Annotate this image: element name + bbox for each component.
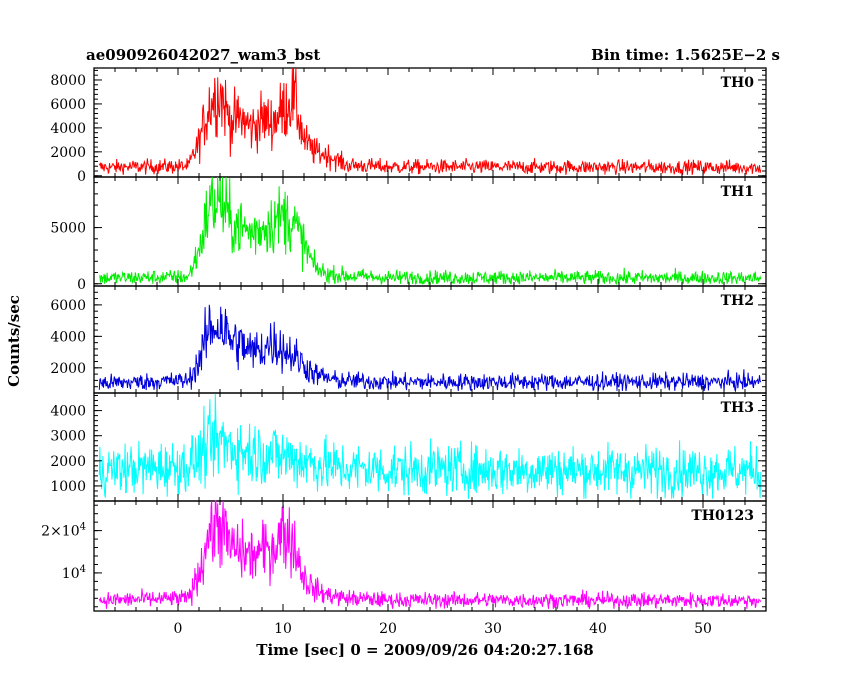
series-line-th2 <box>98 304 762 393</box>
panel-name-label: TH1 <box>721 184 754 200</box>
y-tick-label: 5000 <box>50 221 86 237</box>
y-tick-label: 2000 <box>50 361 86 377</box>
panel-name-label: TH0 <box>721 75 755 91</box>
x-tick-label: 20 <box>379 621 397 637</box>
panel-stack: 0 2000 4000 6000 8000 TH0 0 5000 TH1 2000 4000 6000… <box>41 67 767 637</box>
x-tick-label: 0 <box>174 621 183 637</box>
plot-title: ae090926042027_wam3_bst <box>86 46 320 64</box>
x-axis-label: Time [sec] 0 = 2009/09/26 04:20:27.168 <box>256 641 593 659</box>
x-tick-label: 40 <box>589 621 607 637</box>
y-tick-label: 104 <box>62 564 86 582</box>
panel-frame <box>93 67 767 178</box>
y-axis-label: Counts/sec <box>5 295 23 387</box>
y-tick-label: 2×104 <box>41 522 86 540</box>
series-line-th0 <box>98 67 762 175</box>
panel-th1: 0 5000 TH1 <box>50 176 767 293</box>
series-line-th0123 <box>98 500 762 609</box>
series-line-th1 <box>98 176 762 286</box>
y-tick-label: 0 <box>77 169 86 185</box>
panel-name-label: TH2 <box>721 293 754 309</box>
y-tick-label: 3000 <box>50 429 86 445</box>
panel-name-label: TH0123 <box>691 508 754 524</box>
y-tick-label: 0 <box>77 277 86 293</box>
y-tick-label: 2000 <box>50 145 86 161</box>
bin-time-label: Bin time: 1.5625E−2 s <box>591 46 780 64</box>
panel-th0123: 104 2×104 TH0123 <box>41 500 767 612</box>
y-tick-label: 8000 <box>50 73 86 89</box>
panel-th0: 0 2000 4000 6000 8000 TH0 <box>50 67 767 185</box>
x-tick-label: 30 <box>484 621 502 637</box>
y-tick-label: 1000 <box>50 479 86 495</box>
panel-frame <box>93 500 767 612</box>
y-tick-label: 4000 <box>50 121 86 137</box>
panel-th2: 2000 4000 6000 TH2 <box>50 285 767 394</box>
x-tick-label: 50 <box>694 621 712 637</box>
panel-name-label: TH3 <box>721 400 754 416</box>
y-tick-label: 2000 <box>50 454 86 470</box>
y-tick-label: 4000 <box>50 329 86 345</box>
y-tick-label: 6000 <box>50 298 86 314</box>
y-tick-label: 6000 <box>50 97 86 113</box>
y-tick-label: 4000 <box>50 404 86 420</box>
panel-th3: 1000 2000 3000 4000 TH3 <box>50 392 767 502</box>
panel-frame <box>93 176 767 287</box>
series-line-th3 <box>98 393 762 499</box>
x-tick-label: 10 <box>274 621 292 637</box>
